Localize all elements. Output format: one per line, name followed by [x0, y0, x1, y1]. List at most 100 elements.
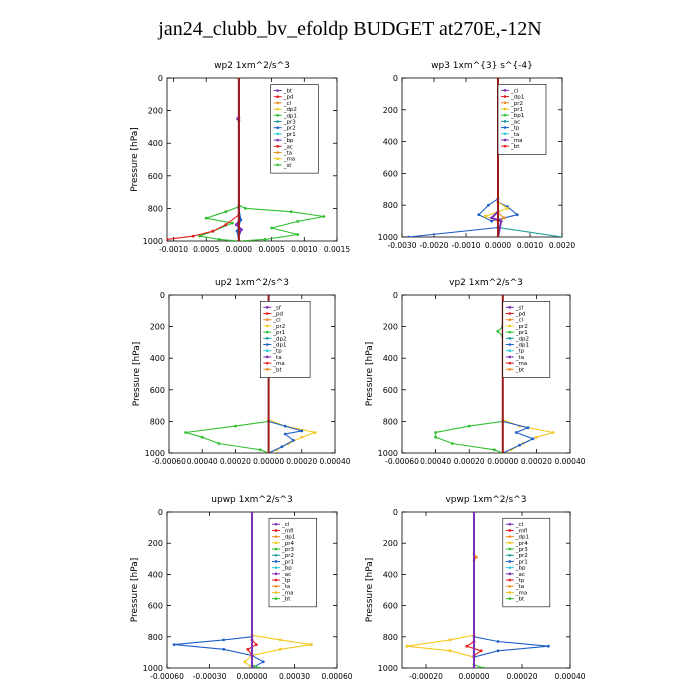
- data-point: [270, 226, 273, 230]
- legend-entry: _ma: [272, 361, 284, 367]
- data-point: [483, 214, 487, 218]
- data-point: [499, 219, 503, 223]
- legend-marker: [274, 529, 278, 532]
- x-tick-label: 0.00020: [506, 672, 537, 681]
- y-axis-label: Pressure [hPa]: [130, 558, 140, 623]
- data-point: [448, 638, 452, 642]
- series-line: [197, 78, 240, 241]
- data-point: [296, 233, 300, 236]
- data-point: [244, 207, 247, 210]
- x-tick-label: 0.0015: [324, 245, 350, 254]
- legend-entry: _tp: [515, 578, 525, 584]
- x-tick-label: 0.00020: [454, 457, 485, 466]
- legend-marker: [276, 151, 280, 154]
- series-line: [497, 226, 562, 237]
- series-line: [244, 512, 312, 668]
- data-point: [551, 431, 555, 434]
- data-point: [235, 229, 239, 233]
- legend-entry: _ma: [283, 157, 295, 163]
- legend-entry: _pr2: [515, 324, 528, 330]
- legend-entry: _pr3: [281, 547, 295, 553]
- chart-title: wp2 1xm^2/s^3: [214, 61, 290, 71]
- legend-marker: [503, 89, 507, 92]
- legend-entry: _bt: [515, 597, 525, 603]
- data-point: [535, 435, 538, 439]
- plot-frame: [166, 77, 338, 242]
- x-tick-label: 0.0010: [291, 245, 317, 254]
- x-tick-label: 0.00040: [554, 457, 585, 466]
- y-tick-label: 800: [383, 633, 398, 642]
- y-tick-label: 200: [148, 107, 163, 116]
- legend-marker: [276, 95, 280, 99]
- data-point: [289, 210, 293, 214]
- legend-entry: _ta: [515, 355, 524, 361]
- data-point: [296, 220, 300, 223]
- legend-marker: [276, 120, 280, 123]
- legend-marker: [274, 566, 278, 569]
- data-point: [198, 234, 202, 238]
- data-point: [283, 432, 287, 436]
- y-tick-label: 800: [150, 417, 165, 426]
- data-point: [191, 234, 195, 238]
- data-point: [322, 215, 326, 218]
- x-tick-label: 0.00060: [321, 672, 352, 681]
- legend-entry: _cl: [510, 88, 519, 94]
- y-tick-label: 0: [393, 74, 398, 83]
- legend-marker: [276, 132, 280, 136]
- y-tick-label: 600: [383, 386, 398, 395]
- data-point: [250, 512, 254, 514]
- legend-entry: _pr2: [515, 553, 528, 559]
- series-pr1: [197, 78, 241, 241]
- chart-title: up2 1xm^2/s^3: [215, 278, 289, 288]
- x-tick-label: 0.0000: [226, 245, 252, 254]
- legend-entry: _tp: [515, 349, 525, 355]
- x-tick-label: -0.00020: [409, 672, 443, 681]
- legend-marker: [508, 566, 512, 569]
- x-tick-label: 0.00040: [554, 672, 585, 681]
- legend-entry: _ta: [272, 355, 281, 361]
- data-point: [234, 424, 237, 428]
- x-tick-label: 0.00000: [236, 672, 267, 681]
- legend-marker: [508, 522, 512, 526]
- legend-marker: [508, 541, 512, 545]
- legend-marker: [274, 560, 278, 563]
- legend-entry: _cl: [515, 522, 524, 528]
- series-line: [185, 295, 270, 453]
- y-tick-label: 200: [383, 323, 398, 332]
- legend-marker: [508, 306, 512, 309]
- x-tick-label: 0.00000: [253, 457, 284, 466]
- data-point: [237, 239, 241, 241]
- data-point: [475, 555, 478, 559]
- data-point: [465, 644, 469, 648]
- x-tick-label: 0.00000: [458, 672, 489, 681]
- legend-entry: _cl: [515, 318, 524, 324]
- legend-entry: _pr2: [510, 101, 523, 107]
- legend-entry: _ac: [283, 144, 293, 150]
- legend: _cl_mfl_dp1_pr4_pr3_pr2_pr1_bp_ac_tp_ta_…: [268, 517, 317, 608]
- legend-entry: _tp: [272, 349, 282, 355]
- data-point: [172, 643, 176, 646]
- legend-marker: [274, 591, 278, 594]
- legend-entry: _ac: [281, 572, 291, 578]
- legend-entry: _pr1: [281, 559, 294, 565]
- y-tick-label: 400: [383, 354, 398, 363]
- data-point: [518, 443, 521, 447]
- legend-entry: _dp1: [281, 535, 295, 541]
- legend-marker: [274, 522, 278, 526]
- data-point: [310, 643, 313, 646]
- y-axis-label: Pressure [hPa]: [365, 342, 375, 407]
- y-tick-label: 1000: [143, 237, 163, 246]
- legend-marker: [274, 535, 278, 538]
- legend: _cl_dp1_pr2_pr1_bp1_ac_tp_ta_ma_bt: [497, 84, 547, 155]
- legend-entry: _sf: [272, 305, 282, 311]
- y-axis-label: Pressure [hPa]: [132, 342, 142, 407]
- legend-marker: [274, 584, 278, 588]
- data-point: [239, 218, 243, 222]
- series-bt: [250, 512, 254, 668]
- y-tick-label: 0: [160, 291, 165, 300]
- data-point: [482, 666, 485, 668]
- legend-marker: [508, 553, 512, 557]
- legend-marker: [274, 541, 278, 545]
- data-point: [254, 643, 258, 646]
